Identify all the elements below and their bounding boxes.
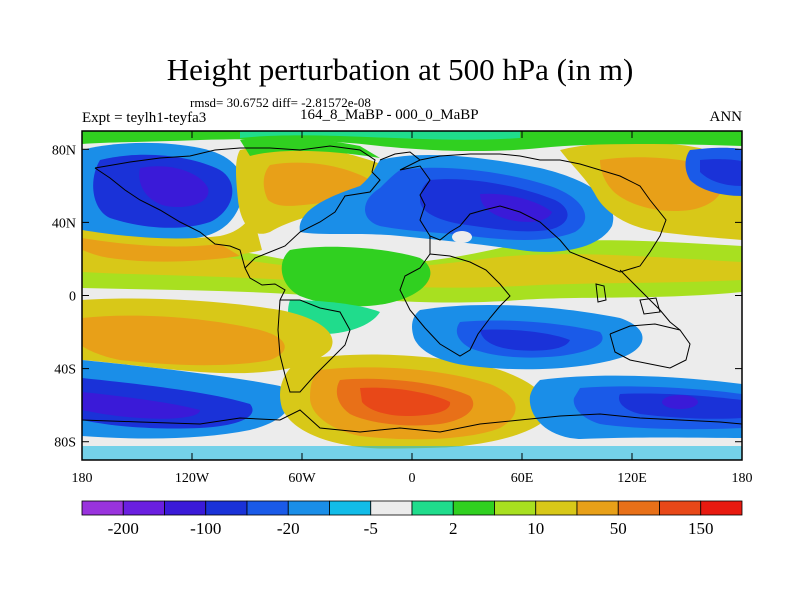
experiment-label: Expt = teylh1-teyfa3 [82, 110, 207, 126]
axis-tick-labels: 180 120W 60W 0 60E 120E 180 80N 40N 0 40S 80S [52, 143, 753, 486]
colorbar-label: -100 [190, 519, 221, 538]
lat-tick-label: 40S [54, 363, 76, 378]
colorbar-box [205, 500, 248, 516]
colorbar [81, 500, 743, 516]
colorbar-box [122, 500, 165, 516]
lon-tick-label: 60W [288, 471, 316, 486]
lat-tick-label: 40N [52, 216, 76, 231]
coastlines [82, 145, 742, 433]
colorbar-box [164, 500, 207, 516]
colorbar-box [576, 500, 619, 516]
lon-tick-label: 180 [72, 471, 93, 486]
lon-tick-label: 120E [617, 471, 647, 486]
colorbar-box [81, 500, 124, 516]
colorbar-label: 10 [527, 519, 544, 538]
contour-field [82, 131, 742, 460]
colorbar-box [246, 500, 289, 516]
colorbar-label: 50 [610, 519, 627, 538]
lon-tick-label: 60E [511, 471, 534, 486]
colorbar-label: -200 [108, 519, 139, 538]
lat-tick-label: 80S [54, 436, 76, 451]
colorbar-label: 2 [449, 519, 458, 538]
colorbar-box [659, 500, 702, 516]
colorbar-box [329, 500, 372, 516]
colorbar-box [700, 500, 743, 516]
plot-title: Height perturbation at 500 hPa (in m) [166, 52, 634, 87]
season-label: ANN [709, 109, 743, 125]
colorbar-label: -5 [364, 519, 378, 538]
colorbar-box [452, 500, 495, 516]
subtitle-label: 164_8_MaBP - 000_0_MaBP [300, 107, 479, 123]
axis-ticks [81, 131, 743, 460]
colorbar-box [411, 500, 454, 516]
lat-tick-label: 80N [52, 143, 76, 158]
colorbar-box [370, 500, 413, 516]
colorbar-box [617, 500, 660, 516]
lat-tick-label: 0 [69, 290, 76, 305]
colorbar-label: -20 [277, 519, 300, 538]
colorbar-box [494, 500, 537, 516]
colorbar-box [535, 500, 578, 516]
colorbar-box [287, 500, 330, 516]
lon-tick-label: 0 [409, 471, 416, 486]
lon-tick-label: 120W [175, 471, 210, 486]
colorbar-labels: -200 -100 -20 -5 2 10 50 150 [108, 519, 714, 538]
stats-label: rmsd= 30.6752 diff= -2.81572e-08 [190, 95, 371, 110]
colorbar-label: 150 [688, 519, 714, 538]
lon-tick-label: 180 [732, 471, 753, 486]
